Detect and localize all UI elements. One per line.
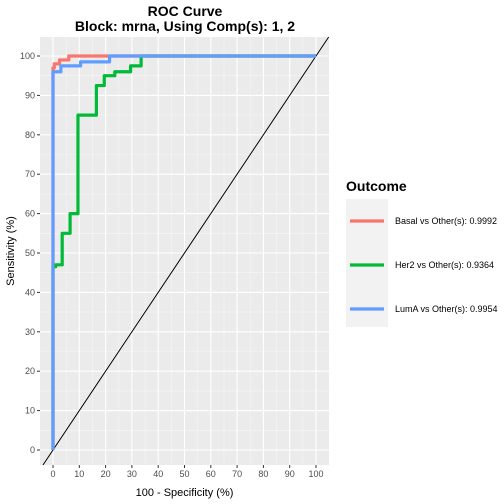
y-axis-label: Sensitivity (%) <box>5 216 17 286</box>
y-tick-label: 60 <box>25 209 35 219</box>
x-tick-label: 0 <box>50 469 55 479</box>
x-tick-label: 20 <box>101 469 111 479</box>
x-tick-label: 90 <box>285 469 295 479</box>
legend-label-3: LumA vs Other(s): 0.9954 <box>395 304 498 314</box>
y-tick-label: 50 <box>25 248 35 258</box>
reference-diagonal <box>42 36 330 466</box>
x-axis-ticks: 0 10 20 30 40 50 60 70 80 90 100 <box>50 465 324 479</box>
y-tick-label: 90 <box>25 90 35 100</box>
x-tick-label: 30 <box>127 469 137 479</box>
y-tick-label: 20 <box>25 366 35 376</box>
roc-series-line-1 <box>51 54 316 450</box>
x-tick-label: 100 <box>308 469 323 479</box>
y-tick-label: 10 <box>25 406 35 416</box>
roc-series-line-2 <box>51 54 316 450</box>
chart-title: ROC Curve <box>148 3 223 19</box>
y-tick-label: 0 <box>30 445 35 455</box>
y-tick-label: 100 <box>20 51 35 61</box>
x-tick-label: 80 <box>258 469 268 479</box>
series-layer <box>42 36 330 466</box>
legend-items: Basal vs Other(s): 0.9992 Her2 vs Other(s… <box>350 216 498 314</box>
x-tick-label: 40 <box>153 469 163 479</box>
legend: Outcome Basal vs Other(s): 0.9992 Her2 vs… <box>346 178 498 327</box>
chart-subtitle: Block: mrna, Using Comp(s): 1, 2 <box>75 18 295 34</box>
y-tick-label: 80 <box>25 130 35 140</box>
x-axis-label: 100 - Specificity (%) <box>136 487 234 499</box>
y-tick-label: 30 <box>25 327 35 337</box>
legend-title: Outcome <box>346 178 407 194</box>
legend-label-1: Basal vs Other(s): 0.9992 <box>395 216 497 226</box>
y-tick-label: 70 <box>25 169 35 179</box>
y-axis-ticks: 0 10 20 30 40 50 60 70 80 90 100 <box>20 51 40 455</box>
roc-series-line-3 <box>51 54 316 450</box>
x-tick-label: 50 <box>179 469 189 479</box>
x-tick-label: 70 <box>232 469 242 479</box>
x-tick-label: 10 <box>74 469 84 479</box>
x-tick-label: 60 <box>206 469 216 479</box>
y-tick-label: 40 <box>25 287 35 297</box>
legend-label-2: Her2 vs Other(s): 0.9364 <box>395 260 494 270</box>
